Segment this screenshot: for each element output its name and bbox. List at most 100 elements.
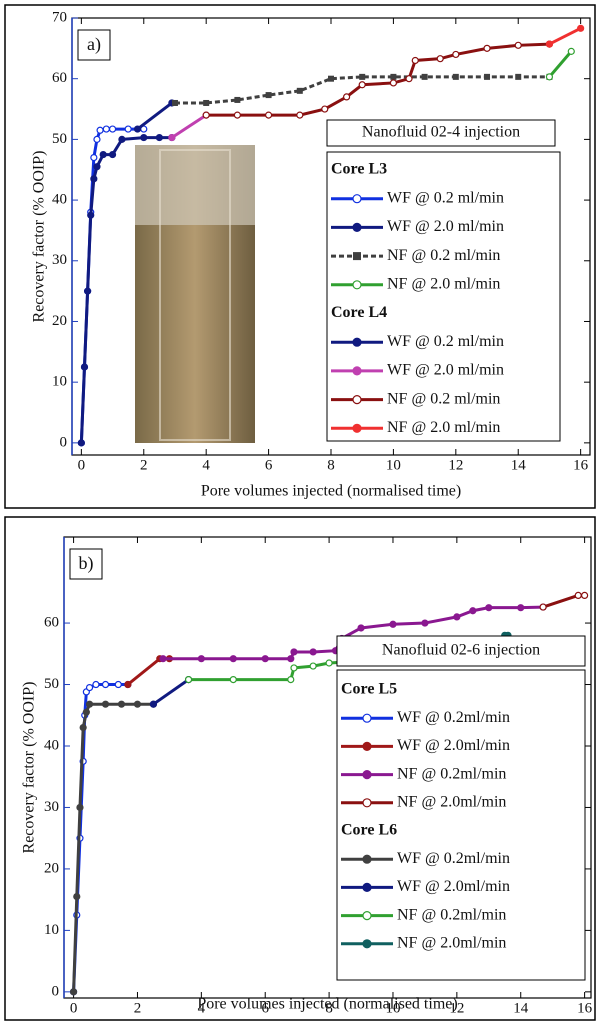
y-tick-label: 40 [44,737,59,753]
marker [102,125,110,133]
annotation: Nanofluid 02-6 injection [382,642,540,659]
y-tick-label: 20 [44,860,59,876]
marker [85,683,94,692]
marker [77,439,85,447]
panel-label: a) [87,34,101,55]
legend-group: Core L4 [331,304,387,321]
x-tick-label: 4 [198,1000,206,1016]
x-tick-label: 2 [134,1000,142,1016]
marker [124,680,132,689]
panel-label-box [69,548,103,580]
marker [149,700,158,708]
y-tick-label: 50 [44,676,59,692]
marker [124,125,132,133]
marker [233,111,241,119]
marker [101,680,110,689]
marker [352,194,362,204]
marker [296,111,304,119]
marker [229,676,237,684]
x-tick-label: 8 [325,1000,333,1016]
panel-frame [4,4,596,509]
marker [309,648,317,656]
marker [171,99,178,106]
marker [325,659,333,667]
marker [484,73,491,80]
marker [362,854,372,864]
x-tick-label: 4 [202,457,210,473]
legend-label: NF @ 2.0ml/min [397,934,506,951]
marker [357,624,365,632]
marker [168,133,176,142]
series-line [72,702,154,992]
marker [261,655,269,663]
series-line [152,678,190,706]
legend-label: NF @ 2.0 ml/min [387,275,500,292]
marker [101,700,110,708]
legend-box [326,151,561,442]
panel-label-box [77,29,111,61]
marker [453,613,461,621]
x-tick-label: 12 [448,457,463,473]
x-tick-label: 10 [385,1000,400,1016]
marker [517,604,525,612]
y-tick-label: 70 [52,9,67,25]
x-tick-label: 8 [327,457,335,473]
y-tick-label: 10 [44,922,59,938]
marker [421,619,429,627]
legend-label: NF @ 0.2 ml/min [387,390,500,407]
marker [140,133,148,142]
series-line [548,26,582,46]
x-tick-label: 12 [449,1000,464,1016]
marker [309,662,317,670]
marker [343,93,351,101]
legend-label: WF @ 0.2ml/min [397,709,510,726]
marker [389,620,397,628]
marker [99,150,107,159]
marker [352,280,362,290]
marker [287,655,295,663]
marker [69,988,78,996]
series-line [548,50,573,78]
y-tick-label: 30 [52,252,67,268]
marker [87,211,95,219]
y-tick-label: 20 [52,313,67,329]
legend-group: Core L3 [331,161,387,178]
x-tick-label: 14 [511,457,527,473]
marker [159,655,167,663]
annotation-box [336,635,586,667]
legend-label: WF @ 2.0 ml/min [387,218,504,235]
marker [321,105,329,113]
x-tick-label: 6 [261,1000,269,1016]
marker [203,99,210,106]
marker [155,133,163,142]
marker [353,252,361,261]
marker [229,655,237,663]
marker [352,366,362,376]
marker [514,41,522,49]
marker [359,73,366,80]
marker [574,591,582,599]
marker [76,803,84,812]
marker [362,882,372,893]
marker [545,73,554,81]
marker [290,648,298,656]
marker [485,604,493,612]
legend-box [336,669,586,981]
x-tick-label: 16 [573,457,589,473]
series-line [171,113,208,139]
marker [202,111,210,119]
marker [452,73,459,80]
series-line [174,75,550,105]
legend-label: NF @ 0.2ml/min [397,765,506,782]
y-tick-label: 40 [52,192,67,208]
y-tick-label: 0 [60,434,68,450]
x-tick-label: 2 [140,457,148,473]
marker [264,111,273,119]
marker [114,680,122,689]
x-tick-label: 14 [513,1000,529,1016]
marker [352,395,362,405]
x-axis-title: Pore volumes injected (normalised time) [201,483,461,500]
marker [515,73,522,80]
marker [358,81,366,89]
marker [287,676,295,684]
